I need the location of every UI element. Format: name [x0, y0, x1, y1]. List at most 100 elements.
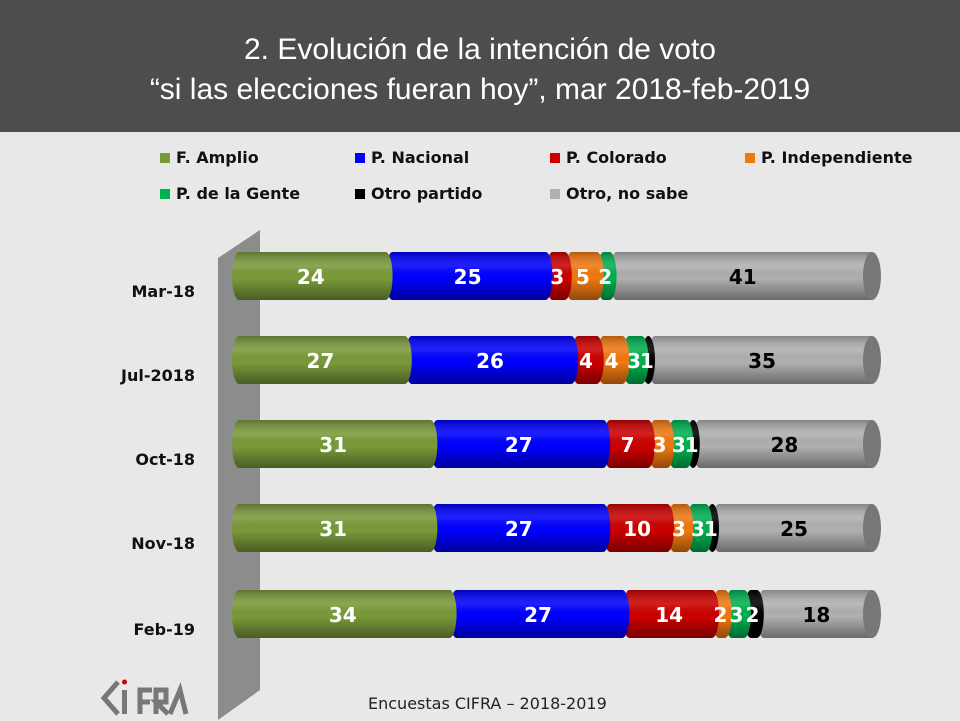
bar-segment	[603, 420, 655, 468]
bar-segment	[545, 252, 572, 300]
category-label: Oct-18	[135, 450, 195, 469]
data-label: 24	[297, 265, 325, 289]
legend-label: Otro partido	[371, 184, 483, 203]
bar-segment	[232, 590, 457, 638]
data-label: 14	[655, 603, 683, 627]
data-label: 27	[505, 517, 533, 541]
bar-segment	[449, 590, 630, 638]
legend-label: P. Independiente	[761, 148, 913, 167]
data-label: 18	[802, 603, 830, 627]
bar-segment	[385, 252, 553, 300]
data-label: 25	[780, 517, 808, 541]
data-label: 35	[748, 349, 776, 373]
footer-source: Encuestas CIFRA – 2018-2019	[368, 694, 607, 713]
legend-swatch	[355, 188, 365, 199]
bar-segment	[648, 420, 675, 468]
legend-swatch	[160, 152, 170, 163]
legend-label: Otro, no sabe	[566, 184, 689, 203]
title-banner: 2. Evolución de la intención de voto “si…	[0, 0, 960, 132]
chart-title-line-2: “si las elecciones fueran hoy”, mar 2018…	[149, 73, 811, 106]
bar-segment	[571, 336, 604, 384]
data-label: 28	[770, 433, 798, 457]
data-label: 4	[579, 349, 593, 373]
legend-item: P. Nacional	[355, 148, 469, 167]
data-label: 41	[729, 265, 757, 289]
legend-item: F. Amplio	[160, 148, 259, 167]
data-label: 27	[306, 349, 334, 373]
bar-end-cap	[863, 504, 881, 552]
data-label: 27	[524, 603, 552, 627]
data-label: 31	[319, 433, 347, 457]
data-label: 34	[329, 603, 357, 627]
bar-segment	[232, 420, 438, 468]
bar-segment	[756, 590, 881, 638]
data-label: 3	[550, 265, 564, 289]
data-label: 3	[729, 603, 743, 627]
bar-segment	[232, 252, 393, 300]
cifra-logo	[100, 676, 190, 721]
bar-segment	[692, 420, 881, 468]
chart-title-line-1: 2. Evolución de la intención de voto	[244, 33, 716, 66]
data-label: 26	[476, 349, 504, 373]
legend-swatch	[355, 152, 365, 163]
data-label: 2	[598, 265, 612, 289]
legend-label: P. Nacional	[371, 148, 470, 167]
legend-label: P. Colorado	[566, 148, 667, 167]
data-label: 31	[319, 517, 347, 541]
bar-end-cap	[863, 420, 881, 468]
bar-segment	[648, 336, 881, 384]
bar-segment	[724, 590, 751, 638]
legend-item: Otro, no sabe	[550, 184, 688, 203]
bar-segment	[667, 504, 694, 552]
data-label: 25	[454, 265, 482, 289]
bar-segment	[712, 504, 881, 552]
data-label: 3	[653, 433, 667, 457]
data-label: 7	[621, 433, 635, 457]
bar-segment	[686, 504, 713, 552]
legend-swatch	[160, 188, 170, 199]
legend-item: P. Independiente	[745, 148, 912, 167]
data-label: 3	[672, 433, 686, 457]
bar-segment	[596, 336, 630, 384]
bar-segment	[622, 336, 649, 384]
data-label: 2	[745, 603, 759, 627]
data-label: 3	[691, 517, 705, 541]
bar-end-cap	[863, 590, 881, 638]
bar-segment	[564, 252, 604, 300]
category-label: Jul-2018	[120, 366, 195, 385]
bar-segment	[232, 504, 438, 552]
legend-swatch	[745, 152, 755, 163]
bar-segment	[603, 504, 675, 552]
data-label: 3	[627, 349, 641, 373]
legend-swatch	[550, 152, 560, 163]
category-label: Mar-18	[131, 282, 195, 301]
legend-label: P. de la Gente	[176, 184, 301, 203]
legend-label: F. Amplio	[176, 148, 259, 167]
category-label: Nov-18	[131, 534, 195, 553]
bar-segment	[404, 336, 579, 384]
data-label: 1	[685, 433, 699, 457]
bar-end-cap	[863, 252, 881, 300]
bar-segment	[622, 590, 719, 638]
legend-item: Otro partido	[355, 184, 482, 203]
data-label: 5	[576, 265, 590, 289]
bar-segment	[430, 504, 611, 552]
category-label: Feb-19	[134, 620, 196, 639]
legend-item: P. Colorado	[550, 148, 667, 167]
chart-wall	[218, 230, 260, 720]
data-label: 1	[704, 517, 718, 541]
bar-segment	[609, 252, 881, 300]
data-label: 2	[713, 603, 727, 627]
data-label: 4	[605, 349, 619, 373]
bar-end-cap	[863, 336, 881, 384]
bar-segment	[430, 420, 611, 468]
data-label: 10	[623, 517, 651, 541]
data-label: 1	[640, 349, 654, 373]
data-label: 3	[672, 517, 686, 541]
legend-item: P. de la Gente	[160, 184, 300, 203]
bar-segment	[232, 336, 412, 384]
bar-segment	[667, 420, 694, 468]
legend-swatch	[550, 188, 560, 199]
data-label: 27	[505, 433, 533, 457]
